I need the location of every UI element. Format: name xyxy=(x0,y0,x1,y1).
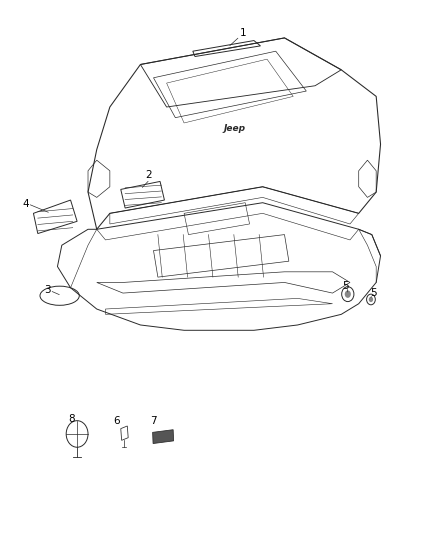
Text: 5: 5 xyxy=(370,288,376,298)
Polygon shape xyxy=(152,430,173,443)
Text: 5: 5 xyxy=(343,281,349,290)
Circle shape xyxy=(345,290,351,298)
Text: 6: 6 xyxy=(113,416,120,426)
Circle shape xyxy=(369,297,373,302)
Text: 1: 1 xyxy=(240,28,246,38)
Text: 4: 4 xyxy=(23,199,29,209)
Text: 2: 2 xyxy=(145,170,152,180)
Text: 7: 7 xyxy=(150,416,157,426)
Text: Jeep: Jeep xyxy=(223,124,245,133)
Text: 8: 8 xyxy=(68,414,75,424)
Text: 3: 3 xyxy=(45,285,51,295)
